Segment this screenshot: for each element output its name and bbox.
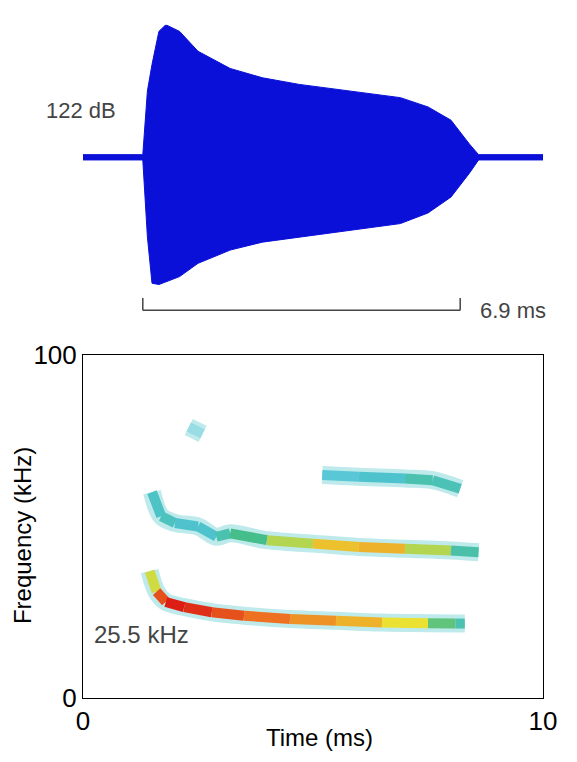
svg-text:Frequency (kHz): Frequency (kHz) [9, 447, 36, 624]
svg-text:100: 100 [33, 340, 76, 370]
svg-text:Time (ms): Time (ms) [266, 724, 373, 751]
svg-text:0: 0 [76, 706, 90, 736]
svg-text:0: 0 [62, 683, 76, 713]
svg-text:6.9 ms: 6.9 ms [480, 298, 546, 323]
svg-text:122 dB: 122 dB [46, 98, 116, 123]
svg-text:10: 10 [529, 706, 558, 736]
svg-text:25.5 kHz: 25.5 kHz [94, 621, 189, 648]
